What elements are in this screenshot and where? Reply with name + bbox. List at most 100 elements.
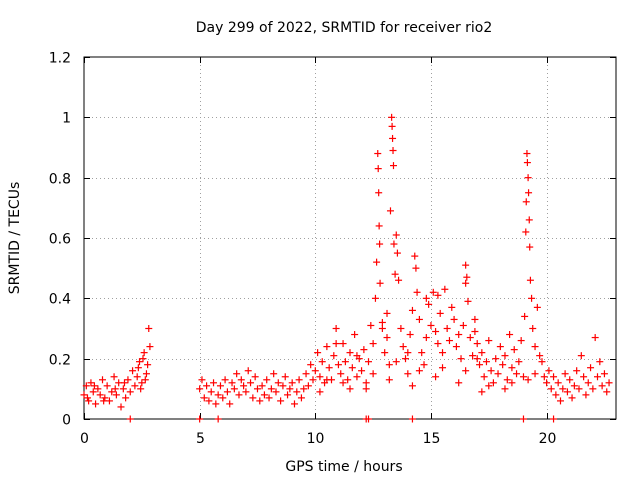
data-point xyxy=(260,391,268,399)
chart-title: Day 299 of 2022, SRMTID for receiver rio… xyxy=(196,20,493,36)
data-point xyxy=(391,270,399,278)
data-point xyxy=(339,340,347,348)
data-point xyxy=(478,349,486,357)
data-point xyxy=(141,376,149,384)
data-point xyxy=(383,309,391,317)
data-point xyxy=(531,370,539,378)
data-point xyxy=(214,391,222,399)
data-point xyxy=(203,382,211,390)
data-point xyxy=(228,379,236,387)
data-point xyxy=(408,415,416,423)
data-point xyxy=(142,370,150,378)
data-point xyxy=(365,415,373,423)
y-tick-label: 0.6 xyxy=(49,232,71,248)
data-point xyxy=(404,349,412,357)
data-point xyxy=(263,376,271,384)
data-point xyxy=(508,379,516,387)
data-point xyxy=(371,294,379,302)
data-point xyxy=(547,385,555,393)
data-point xyxy=(146,343,154,351)
data-point xyxy=(478,388,486,396)
data-point xyxy=(240,382,248,390)
data-point xyxy=(415,315,423,323)
data-point xyxy=(529,325,537,332)
data-point xyxy=(369,340,377,348)
data-point xyxy=(337,370,345,378)
data-point xyxy=(596,358,604,366)
data-point xyxy=(570,382,578,390)
x-axis-label: GPS time / hours xyxy=(285,459,402,475)
data-point xyxy=(580,373,588,381)
data-point xyxy=(441,285,449,293)
data-point xyxy=(540,373,548,381)
data-point xyxy=(408,306,416,314)
data-point xyxy=(365,358,373,366)
data-point xyxy=(374,165,382,173)
data-point xyxy=(136,358,144,366)
data-point xyxy=(584,379,592,387)
data-point xyxy=(494,370,502,378)
data-point xyxy=(501,352,509,360)
data-point xyxy=(508,364,516,372)
data-point xyxy=(133,373,141,381)
data-point xyxy=(463,273,471,281)
y-tick-label: 0.4 xyxy=(49,292,71,308)
data-point xyxy=(603,388,611,396)
data-point xyxy=(376,240,384,248)
data-point xyxy=(126,388,134,396)
data-point xyxy=(267,385,275,393)
data-point xyxy=(411,252,419,260)
data-point xyxy=(386,207,394,215)
data-point xyxy=(473,340,481,348)
data-point xyxy=(376,279,384,287)
data-point xyxy=(448,303,456,311)
data-point xyxy=(439,364,447,372)
data-point xyxy=(344,376,352,384)
data-point xyxy=(119,385,127,393)
data-point xyxy=(445,337,453,345)
data-point xyxy=(378,325,386,332)
data-point xyxy=(360,346,368,354)
data-point xyxy=(270,370,278,378)
data-point xyxy=(523,150,531,158)
data-point xyxy=(499,361,507,369)
data-point xyxy=(346,349,354,357)
data-point xyxy=(332,340,340,348)
data-point xyxy=(375,189,383,197)
data-point xyxy=(523,159,531,167)
data-point xyxy=(568,394,576,402)
data-point xyxy=(249,394,257,402)
data-point xyxy=(390,240,398,248)
data-point xyxy=(464,297,472,305)
data-point xyxy=(528,294,536,302)
data-point xyxy=(200,394,208,402)
data-point xyxy=(556,397,564,405)
x-tick-label: 10 xyxy=(307,431,325,447)
data-point xyxy=(526,243,534,251)
data-point xyxy=(309,376,317,384)
data-point xyxy=(552,391,560,399)
data-point xyxy=(139,355,147,363)
data-point xyxy=(111,385,119,393)
data-point xyxy=(381,349,389,357)
data-point xyxy=(290,400,298,408)
data-point xyxy=(418,349,426,357)
data-point xyxy=(330,352,338,360)
data-point xyxy=(318,358,326,366)
data-point xyxy=(83,394,91,402)
data-point xyxy=(434,291,442,299)
data-point xyxy=(525,189,533,197)
data-point xyxy=(466,334,474,342)
data-point xyxy=(536,352,544,360)
data-point xyxy=(561,370,569,378)
data-point xyxy=(425,300,433,308)
data-point xyxy=(563,388,571,396)
grid xyxy=(84,57,616,419)
data-point xyxy=(545,367,553,375)
data-point xyxy=(323,376,331,384)
data-point xyxy=(471,328,479,336)
data-point xyxy=(265,394,273,402)
data-point xyxy=(281,373,289,381)
data-point xyxy=(210,379,218,387)
data-point xyxy=(471,315,479,323)
